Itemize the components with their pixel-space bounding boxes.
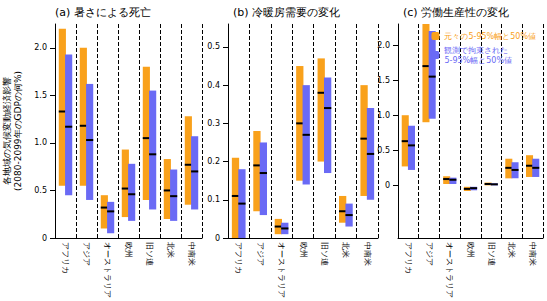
svg-text:オーストラリア: オーストラリア [277, 242, 286, 298]
svg-text:0.3: 0.3 [207, 119, 220, 128]
svg-text:北米: 北米 [166, 242, 175, 258]
svg-text:欧州: 欧州 [299, 242, 308, 258]
svg-text:中南米: 中南米 [363, 242, 372, 266]
svg-text:2.0: 2.0 [34, 43, 47, 52]
svg-text:欧州: 欧州 [124, 242, 133, 258]
svg-text:北米: 北米 [341, 242, 350, 258]
svg-text:0.5: 0.5 [207, 42, 220, 51]
svg-text:中南米: 中南米 [528, 242, 537, 266]
svg-text:(2080-2099年のGDPの何%): (2080-2099年のGDPの何%) [13, 71, 23, 191]
svg-text:アジア: アジア [425, 242, 434, 266]
svg-text:オーストラリア: オーストラリア [103, 242, 112, 298]
svg-text:旧ソ連: 旧ソ連 [487, 242, 496, 266]
svg-text:オーストラリア: オーストラリア [445, 242, 454, 298]
svg-text:0.1: 0.1 [207, 195, 220, 204]
svg-text:北米: 北米 [507, 242, 516, 258]
svg-text:1.5: 1.5 [34, 91, 47, 100]
svg-text:観測で拘束された: 観測で拘束された [444, 46, 508, 55]
svg-text:0.2: 0.2 [207, 157, 220, 166]
svg-text:アフリカ: アフリカ [234, 242, 243, 274]
svg-text:0: 0 [42, 234, 47, 243]
svg-text:1.5: 1.5 [377, 76, 390, 85]
svg-text:アフリカ: アフリカ [404, 242, 413, 274]
svg-text:0.5: 0.5 [377, 146, 390, 155]
svg-text:0.4: 0.4 [207, 81, 220, 90]
svg-text:元々の5-95%幅と50%値: 元々の5-95%幅と50%値 [444, 32, 536, 41]
svg-text:アフリカ: アフリカ [61, 242, 70, 274]
svg-text:中南米: 中南米 [187, 242, 196, 266]
svg-text:(a) 暑さによる死亡: (a) 暑さによる死亡 [55, 6, 151, 19]
svg-text:0: 0 [385, 181, 390, 190]
svg-text:(c) 労働生産性の変化: (c) 労働生産性の変化 [403, 6, 509, 19]
svg-text:2.0: 2.0 [377, 41, 390, 50]
svg-text:1.0: 1.0 [34, 138, 47, 147]
svg-text:5-95%幅と50%値: 5-95%幅と50%値 [444, 56, 512, 65]
svg-text:アジア: アジア [256, 242, 265, 266]
svg-text:1.0: 1.0 [377, 111, 390, 120]
svg-text:旧ソ連: 旧ソ連 [145, 242, 154, 266]
svg-text:各地域の気候変動経済影響: 各地域の気候変動経済影響 [2, 77, 12, 185]
svg-text:欧州: 欧州 [466, 242, 475, 258]
svg-text:(b) 冷暖房需要の変化: (b) 冷暖房需要の変化 [233, 6, 340, 19]
svg-text:0: 0 [215, 234, 220, 243]
svg-text:0.5: 0.5 [34, 186, 47, 195]
svg-text:旧ソ連: 旧ソ連 [320, 242, 329, 266]
svg-text:アジア: アジア [82, 242, 91, 266]
